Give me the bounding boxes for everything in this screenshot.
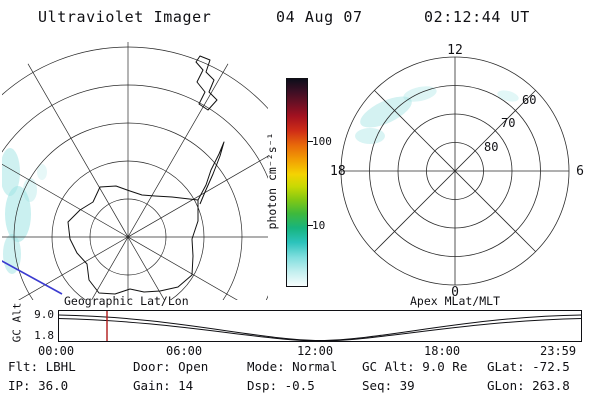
seq-readout: Seq: 39 — [362, 378, 415, 393]
mlt-label-18: 18 — [330, 164, 346, 179]
geographic-map — [2, 42, 268, 300]
xtick-2359: 23:59 — [540, 344, 577, 358]
colorbar-tick-100 — [307, 141, 313, 142]
xtick-0600: 06:00 — [166, 344, 203, 358]
colorbar-tick-label-10: 10 — [312, 219, 326, 232]
xtick-1200: 12:00 — [297, 344, 334, 358]
apex-panel-caption: Apex MLat/MLT — [410, 294, 501, 308]
aurora-patches — [355, 86, 519, 144]
colorbar-tick-10 — [307, 225, 313, 226]
apex-polar-plot: 12 18 6 0 60 70 80 — [330, 44, 584, 300]
altitude-panel-frame — [58, 310, 582, 342]
mlt-label-12: 12 — [447, 44, 463, 58]
time-display: 02:12:44 UT — [424, 8, 530, 26]
date-display: 04 Aug 07 — [276, 8, 363, 26]
mlt-label-0: 0 — [451, 285, 459, 300]
xtick-1800: 18:00 — [424, 344, 461, 358]
antarctica-outline — [67, 185, 199, 295]
mlat-ring-label-70: 70 — [501, 116, 515, 130]
status-row-2: IP: 36.0 Gain: 14 Dsp: -0.5 Seq: 39 GLon… — [0, 378, 600, 393]
glat-readout: GLat: -72.5 — [487, 359, 570, 374]
dsp-readout: Dsp: -0.5 — [247, 378, 315, 393]
gain-readout: Gain: 14 — [133, 378, 194, 393]
mlt-label-6: 6 — [576, 164, 584, 179]
latlon-grid — [2, 42, 268, 300]
south-america-tip — [195, 55, 218, 111]
mlat-ring-label-80: 80 — [484, 140, 498, 154]
altitude-curve — [58, 314, 582, 342]
altitude-strip-chart — [58, 310, 582, 342]
colorbar — [286, 78, 308, 287]
mlat-ring-label-60: 60 — [522, 93, 536, 107]
door-readout: Door: Open — [133, 359, 209, 374]
geo-panel-caption: Geographic Lat/Lon — [64, 294, 189, 308]
flt-readout: Flt: LBHL — [8, 359, 76, 374]
orbit-track-line — [2, 260, 63, 295]
mlat-mlt-grid — [340, 56, 570, 286]
app-title: Ultraviolet Imager — [38, 8, 212, 26]
altitude-ytick-top: 9.0 — [34, 308, 54, 321]
aurora-patches — [2, 148, 47, 274]
glon-readout: GLon: 263.8 — [487, 378, 570, 393]
ip-readout: IP: 36.0 — [8, 378, 69, 393]
antarctic-peninsula — [197, 141, 225, 205]
mode-readout: Mode: Normal — [247, 359, 338, 374]
colorbar-units-label: photon cm⁻²s⁻¹ — [265, 132, 279, 230]
time-axis: 00:00 06:00 12:00 18:00 23:59 — [0, 344, 600, 358]
coastlines — [67, 55, 225, 295]
status-row-1: Flt: LBHL Door: Open Mode: Normal GC Alt… — [0, 359, 600, 374]
altitude-ytick-bottom: 1.8 — [34, 329, 54, 342]
xtick-0000: 00:00 — [38, 344, 75, 358]
colorbar-tick-label-100: 100 — [312, 135, 332, 148]
gc-alt-readout: GC Alt: 9.0 Re — [362, 359, 468, 374]
